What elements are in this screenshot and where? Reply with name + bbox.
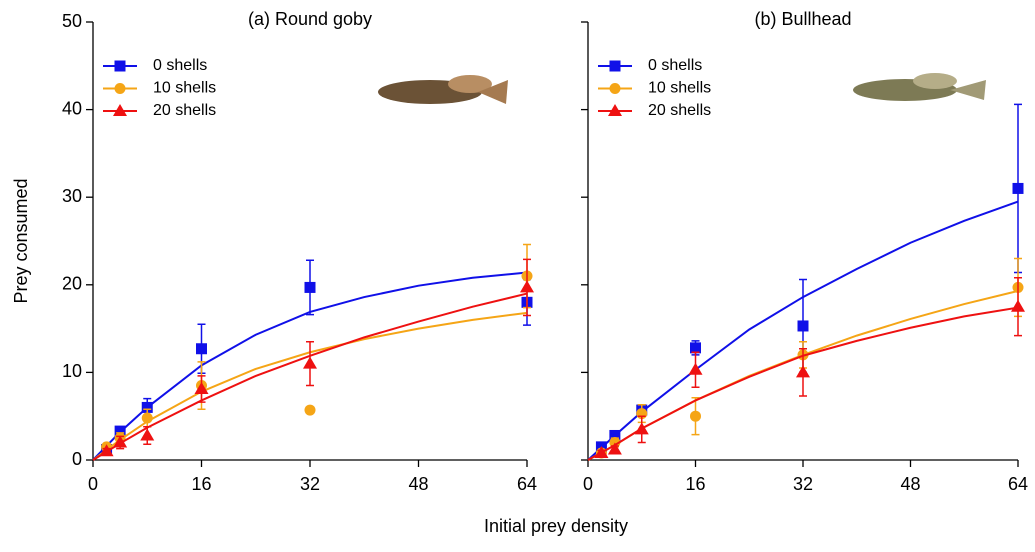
marker	[304, 404, 316, 416]
marker	[690, 410, 701, 422]
marker	[141, 412, 153, 424]
x-tick-label: 16	[191, 474, 211, 494]
marker	[607, 442, 622, 455]
legend-label: 0 shells	[153, 57, 207, 74]
marker	[609, 83, 621, 94]
x-axis-label: Initial prey density	[484, 516, 628, 536]
y-tick-label: 10	[62, 361, 82, 381]
marker	[1011, 299, 1025, 312]
x-tick-label: 64	[517, 474, 537, 494]
fit-curve	[92, 292, 528, 461]
marker	[797, 320, 809, 332]
marker	[194, 382, 209, 395]
x-tick-label: 0	[583, 474, 593, 494]
x-tick-label: 16	[685, 474, 705, 494]
fit-curve	[587, 200, 1019, 461]
marker	[609, 60, 621, 72]
marker	[99, 444, 114, 457]
y-tick-label: 50	[62, 11, 82, 31]
marker	[1012, 182, 1024, 194]
marker	[304, 281, 316, 293]
marker	[609, 429, 621, 441]
marker	[114, 425, 126, 437]
y-tick-label: 40	[62, 98, 82, 118]
marker	[140, 428, 155, 441]
marker	[690, 342, 701, 354]
marker	[796, 365, 810, 378]
marker	[303, 356, 317, 369]
legend-label: 10 shells	[648, 80, 711, 97]
x-tick-label: 48	[408, 474, 428, 494]
fit-curve	[92, 311, 528, 461]
legend-label: 0 shells	[648, 57, 702, 74]
panel-title: (a) Round goby	[248, 9, 372, 29]
marker	[608, 104, 622, 116]
fit-curve	[587, 306, 1019, 461]
marker	[114, 60, 126, 72]
x-tick-label: 64	[1008, 474, 1028, 494]
marker	[113, 104, 127, 116]
x-tick-label: 48	[900, 474, 920, 494]
legend-label: 20 shells	[153, 102, 216, 119]
fish-icon	[378, 75, 508, 104]
marker	[688, 362, 703, 375]
marker	[141, 401, 153, 413]
marker	[609, 436, 621, 448]
marker	[114, 83, 126, 94]
fit-curve	[92, 271, 528, 461]
legend-label: 10 shells	[153, 80, 216, 97]
fish-icon	[853, 73, 986, 101]
y-tick-label: 30	[62, 186, 82, 206]
marker	[113, 435, 128, 448]
panel-title: (b) Bullhead	[754, 9, 851, 29]
x-tick-label: 32	[300, 474, 320, 494]
marker	[634, 422, 649, 435]
y-tick-label: 20	[62, 274, 82, 294]
legend-label: 20 shells	[648, 102, 711, 119]
x-tick-label: 32	[793, 474, 813, 494]
x-tick-label: 0	[88, 474, 98, 494]
marker	[196, 343, 207, 355]
marker	[594, 445, 609, 458]
y-axis-label: Prey consumed	[11, 178, 31, 303]
marker	[520, 280, 534, 293]
y-tick-label: 0	[72, 449, 82, 469]
